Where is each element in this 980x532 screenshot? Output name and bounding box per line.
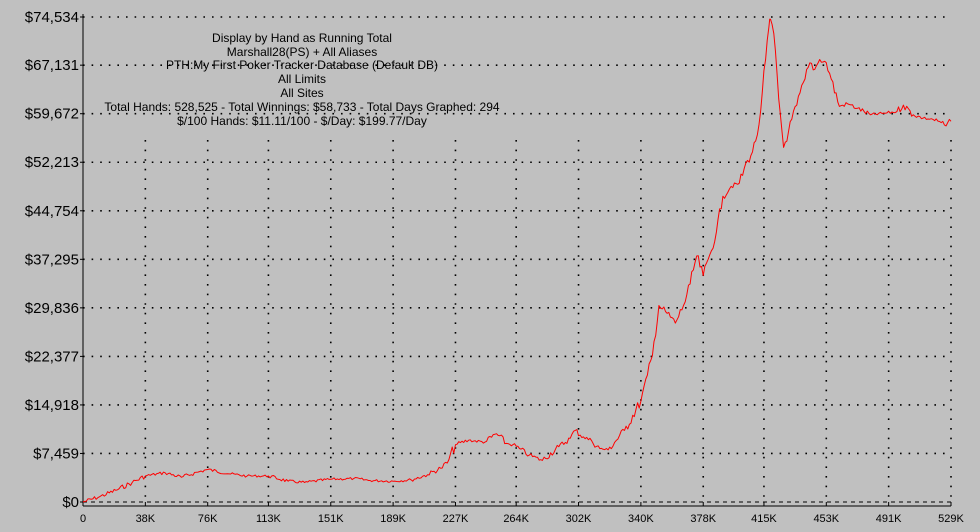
axis-layer <box>80 14 952 507</box>
y-tick-label: $14,918 <box>25 397 79 414</box>
y-tick-label: $29,836 <box>25 300 79 317</box>
x-tick-label: 491K <box>876 513 902 525</box>
y-tick-label: $52,213 <box>25 154 79 171</box>
info-line: Marshall28(PS) + All Aliases <box>227 45 377 59</box>
y-tick-label: $37,295 <box>25 251 79 268</box>
grid-layer <box>83 16 952 503</box>
x-tick-label: 38K <box>136 513 156 525</box>
x-tick-label: 529K <box>938 513 964 525</box>
y-tick-labels: $0 $7,459 $14,918 $22,377 $29,836 $37,295 $44,… <box>25 9 79 511</box>
x-tick-label: 76K <box>198 513 218 525</box>
x-tick-labels: 0 38K 76K 113K 151K 189K 227K 264K 302K 340K 378K 4… <box>80 513 965 525</box>
x-tick-label: 264K <box>503 513 529 525</box>
y-tick-label: $74,534 <box>25 9 79 26</box>
y-tick-label: $0 <box>62 494 79 511</box>
info-line: PTH:My First Poker Tracker Database (Def… <box>166 58 438 72</box>
y-tick-label: $22,377 <box>25 348 79 365</box>
x-tick-label: 453K <box>813 513 839 525</box>
x-tick-label: 0 <box>80 513 86 525</box>
y-tick-label: $67,131 <box>25 57 79 74</box>
x-tick-label: 227K <box>443 513 469 525</box>
y-tick-label: $44,754 <box>25 203 79 220</box>
info-line: All Sites <box>280 86 323 100</box>
running-total-line <box>82 18 952 503</box>
info-block: Display by Hand as Running Total Marshal… <box>104 31 499 128</box>
info-line: $/100 Hands: $11.11/100 - $/Day: $199.77… <box>177 114 427 128</box>
y-tick-label: $59,672 <box>25 106 79 123</box>
x-tick-label: 378K <box>690 513 716 525</box>
y-tick-label: $7,459 <box>33 445 79 462</box>
info-line: All Limits <box>278 72 326 86</box>
x-tick-label: 415K <box>751 513 777 525</box>
x-tick-label: 113K <box>256 513 282 525</box>
x-tick-label: 340K <box>628 513 654 525</box>
x-tick-label: 151K <box>318 513 344 525</box>
info-line: Display by Hand as Running Total <box>212 31 392 45</box>
info-line: Total Hands: 528,525 - Total Winnings: $… <box>104 100 499 114</box>
x-tick-label: 189K <box>380 513 406 525</box>
series-layer <box>82 18 952 503</box>
x-tick-label: 302K <box>566 513 592 525</box>
